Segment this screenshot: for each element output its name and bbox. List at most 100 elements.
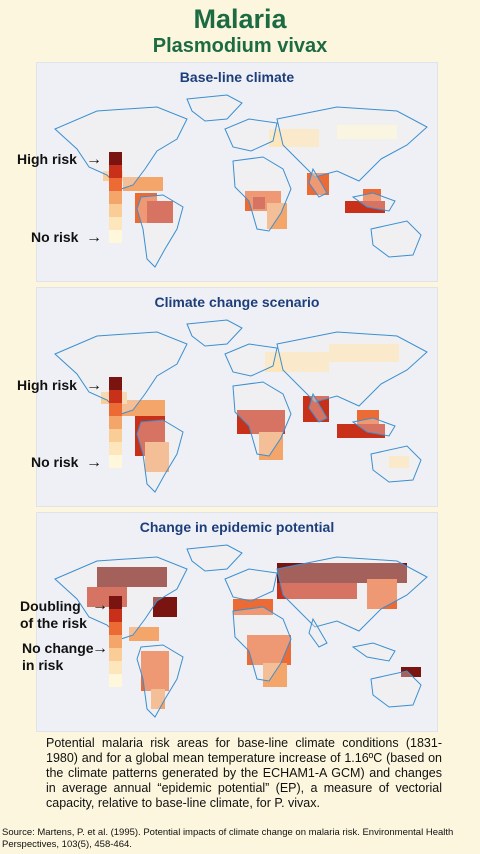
scale-swatch <box>109 152 122 165</box>
scale-swatch <box>109 217 122 230</box>
risk-area <box>141 651 169 691</box>
legend-high-risk: High risk <box>17 377 77 393</box>
continent-outline <box>308 617 328 648</box>
risk-scale-baseline <box>109 152 122 243</box>
risk-area <box>277 563 407 583</box>
risk-area <box>123 177 163 191</box>
scale-swatch <box>109 390 122 403</box>
risk-scale-change <box>109 596 122 687</box>
scale-swatch <box>109 442 122 455</box>
world-map-scenario <box>54 319 428 493</box>
scale-swatch <box>109 230 122 243</box>
scale-swatch <box>109 429 122 442</box>
risk-area <box>329 344 399 362</box>
continent-outline <box>186 544 243 572</box>
risk-area <box>363 189 381 201</box>
continent-outline <box>54 106 188 190</box>
continent-outline <box>276 106 428 182</box>
risk-area <box>145 442 169 472</box>
continent-outline <box>232 156 292 232</box>
continent-outline <box>186 94 243 122</box>
panel-title-scenario: Climate change scenario <box>154 294 320 310</box>
arrow-icon: → <box>92 640 108 657</box>
map-title: Malaria <box>193 4 287 34</box>
continent-outline <box>308 167 328 198</box>
map-subtitle: Plasmodium vivax <box>152 35 328 57</box>
continent-outline <box>308 392 328 423</box>
scale-swatch <box>109 674 122 687</box>
scale-swatch <box>109 165 122 178</box>
panel-baseline: Base-line climate <box>36 62 438 282</box>
risk-area <box>153 597 177 617</box>
scale-swatch <box>109 204 122 217</box>
continent-outline <box>276 556 428 632</box>
world-map-baseline <box>54 94 428 268</box>
panel-title-baseline: Base-line climate <box>179 69 295 85</box>
legend-no-risk: No risk <box>31 229 79 245</box>
continent-outline <box>351 192 396 212</box>
continent-outline <box>186 319 243 347</box>
continent-outline <box>224 343 278 377</box>
risk-area <box>247 635 291 665</box>
continent-outline <box>351 642 396 662</box>
continent-outline <box>224 118 278 152</box>
continent-outline <box>224 568 278 602</box>
risk-area <box>269 129 319 147</box>
risk-area <box>367 579 397 609</box>
risk-scale-scenario <box>109 377 122 468</box>
arrow-icon: → <box>86 229 102 246</box>
source-citation: Source: Martens, P. et al. (1995). Poten… <box>2 827 454 850</box>
continent-outline <box>136 644 184 718</box>
risk-area <box>97 567 167 587</box>
scale-swatch <box>109 403 122 416</box>
risk-area <box>401 667 421 677</box>
scale-swatch <box>109 178 122 191</box>
scale-swatch <box>109 609 122 622</box>
caption: Potential malaria risk areas for base-li… <box>46 736 442 810</box>
risk-area <box>265 352 329 372</box>
continent-outline <box>370 670 422 708</box>
risk-area <box>277 583 357 599</box>
scale-swatch <box>109 635 122 648</box>
risk-area <box>345 201 385 213</box>
scale-swatch <box>109 455 122 468</box>
legend-no-change: No change in risk <box>22 640 94 673</box>
world-map-change <box>54 544 428 718</box>
scale-swatch <box>109 661 122 674</box>
continent-outline <box>276 331 428 407</box>
risk-area <box>389 456 409 468</box>
continent-outline <box>370 220 422 258</box>
legend-doubling-risk: Doubling of the risk <box>20 598 87 631</box>
scale-swatch <box>109 648 122 661</box>
legend-no-risk: No risk <box>31 454 79 470</box>
risk-area <box>121 400 165 416</box>
panel-change: Change in epidemic potential <box>36 512 438 732</box>
scale-swatch <box>109 622 122 635</box>
arrow-icon: → <box>86 151 102 168</box>
arrow-icon: → <box>86 377 102 394</box>
panel-title-change: Change in epidemic potential <box>139 519 335 535</box>
risk-area <box>337 125 397 139</box>
risk-area <box>147 201 173 223</box>
arrow-icon: → <box>92 597 108 614</box>
legend-high-risk: High risk <box>17 151 77 167</box>
continent-outline <box>54 331 188 415</box>
arrow-icon: → <box>86 454 102 471</box>
risk-area <box>307 173 329 195</box>
scale-swatch <box>109 191 122 204</box>
scale-swatch <box>109 596 122 609</box>
title-block: Malaria Plasmodium vivax <box>0 4 480 58</box>
continent-outline <box>232 381 292 457</box>
continent-outline <box>136 419 184 493</box>
continent-outline <box>351 417 396 437</box>
risk-area <box>253 197 265 209</box>
panel-scenario: Climate change scenario <box>36 287 438 507</box>
scale-swatch <box>109 377 122 390</box>
scale-swatch <box>109 416 122 429</box>
continent-outline <box>232 606 292 682</box>
continent-outline <box>136 194 184 268</box>
continent-outline <box>370 445 422 483</box>
risk-area <box>263 663 287 687</box>
risk-area <box>337 424 385 438</box>
risk-area <box>151 689 165 709</box>
